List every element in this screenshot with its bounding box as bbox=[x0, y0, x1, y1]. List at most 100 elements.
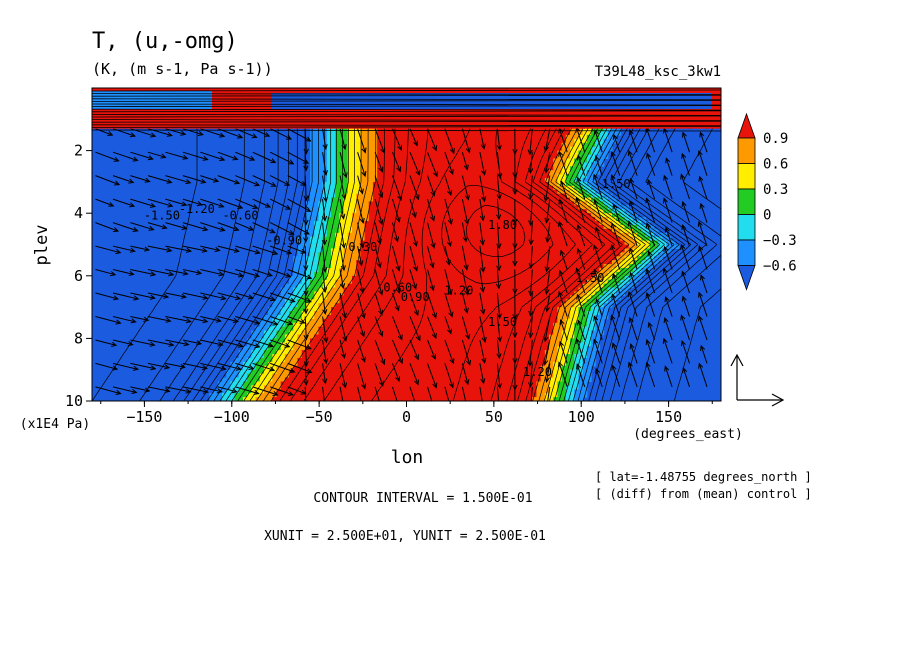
field-cell bbox=[385, 224, 391, 230]
field-cell bbox=[473, 260, 479, 265]
field-cell bbox=[431, 205, 437, 210]
field-cell bbox=[389, 224, 395, 230]
field-cell bbox=[351, 326, 357, 332]
field-cell bbox=[364, 303, 370, 308]
field-cell bbox=[440, 330, 445, 336]
field-cell bbox=[473, 146, 479, 152]
field-cell bbox=[586, 209, 592, 214]
field-cell bbox=[578, 260, 584, 265]
field-cell bbox=[582, 311, 588, 316]
field-cell bbox=[528, 174, 533, 179]
field-cell bbox=[314, 213, 320, 218]
field-cell bbox=[465, 256, 470, 261]
field-cell bbox=[515, 311, 521, 316]
field-cell bbox=[310, 267, 315, 273]
field-cell bbox=[431, 154, 437, 160]
field-cell bbox=[419, 322, 424, 328]
field-cell bbox=[511, 299, 517, 304]
field-cell bbox=[465, 248, 470, 253]
field-cell bbox=[570, 291, 575, 296]
field-cell bbox=[565, 166, 571, 171]
field-cell bbox=[343, 205, 349, 210]
field-cell bbox=[360, 314, 366, 320]
field-cell bbox=[444, 174, 450, 179]
field-cell bbox=[461, 181, 466, 187]
field-cell bbox=[469, 248, 475, 253]
field-cell bbox=[540, 174, 546, 179]
field-cell bbox=[356, 138, 361, 144]
field-cell bbox=[360, 264, 366, 269]
field-cell bbox=[515, 299, 521, 304]
field-cell bbox=[393, 260, 399, 265]
field-cell bbox=[314, 283, 320, 289]
field-cell bbox=[393, 193, 399, 199]
field-cell bbox=[410, 189, 416, 195]
field-cell bbox=[410, 311, 416, 316]
field-cell bbox=[616, 256, 621, 261]
field-cell bbox=[385, 232, 391, 238]
field-cell bbox=[276, 295, 282, 300]
field-cell bbox=[368, 154, 374, 160]
field-cell bbox=[481, 138, 487, 144]
field-cell bbox=[498, 236, 504, 242]
field-cell bbox=[444, 146, 450, 152]
field-cell bbox=[263, 334, 269, 339]
field-cell bbox=[377, 193, 382, 199]
field-cell bbox=[444, 213, 450, 218]
field-cell bbox=[620, 260, 626, 265]
field-cell bbox=[419, 303, 424, 308]
field-cell bbox=[427, 322, 433, 328]
field-cell bbox=[322, 275, 328, 281]
field-cell bbox=[326, 209, 332, 214]
field-cell bbox=[318, 177, 324, 183]
field-cell bbox=[469, 221, 475, 226]
field-cell bbox=[565, 170, 571, 175]
field-cell bbox=[582, 134, 588, 140]
field-cell bbox=[599, 267, 605, 273]
field-cell bbox=[469, 162, 475, 167]
field-cell bbox=[498, 240, 504, 246]
field-cell bbox=[607, 271, 613, 277]
field-cell bbox=[318, 256, 324, 261]
field-cell bbox=[335, 307, 340, 312]
field-cell bbox=[444, 166, 450, 171]
field-cell bbox=[423, 330, 429, 336]
field-cell bbox=[268, 311, 273, 316]
field-cell bbox=[599, 131, 605, 136]
field-cell bbox=[364, 193, 370, 199]
field-cell bbox=[419, 299, 424, 304]
field-cell bbox=[368, 267, 374, 273]
field-cell bbox=[574, 326, 580, 332]
field-cell bbox=[322, 228, 328, 234]
field-cell bbox=[402, 271, 408, 277]
field-cell bbox=[440, 267, 445, 273]
field-cell bbox=[335, 181, 340, 187]
field-cell bbox=[502, 275, 508, 281]
field-cell bbox=[532, 299, 538, 304]
field-cell bbox=[310, 248, 315, 253]
field-cell bbox=[549, 240, 554, 246]
field-cell bbox=[549, 197, 554, 203]
field-cell bbox=[335, 252, 340, 257]
field-cell bbox=[515, 134, 521, 140]
field-cell bbox=[356, 299, 361, 304]
field-cell bbox=[272, 307, 278, 312]
field-cell bbox=[502, 127, 508, 132]
field-cell bbox=[511, 279, 517, 285]
field-cell bbox=[427, 307, 433, 312]
field-cell bbox=[435, 197, 441, 203]
field-cell bbox=[486, 193, 491, 199]
field-cell bbox=[557, 295, 563, 300]
field-cell bbox=[393, 271, 399, 277]
field-cell bbox=[343, 127, 349, 132]
field-cell bbox=[515, 181, 521, 187]
field-cell bbox=[515, 158, 521, 163]
field-cell bbox=[586, 174, 592, 179]
field-cell bbox=[502, 307, 508, 312]
field-cell bbox=[540, 213, 546, 218]
field-cell bbox=[435, 271, 441, 277]
field-cell bbox=[507, 158, 512, 163]
field-cell bbox=[574, 193, 580, 199]
field-cell bbox=[339, 131, 345, 136]
field-cell bbox=[486, 189, 491, 195]
